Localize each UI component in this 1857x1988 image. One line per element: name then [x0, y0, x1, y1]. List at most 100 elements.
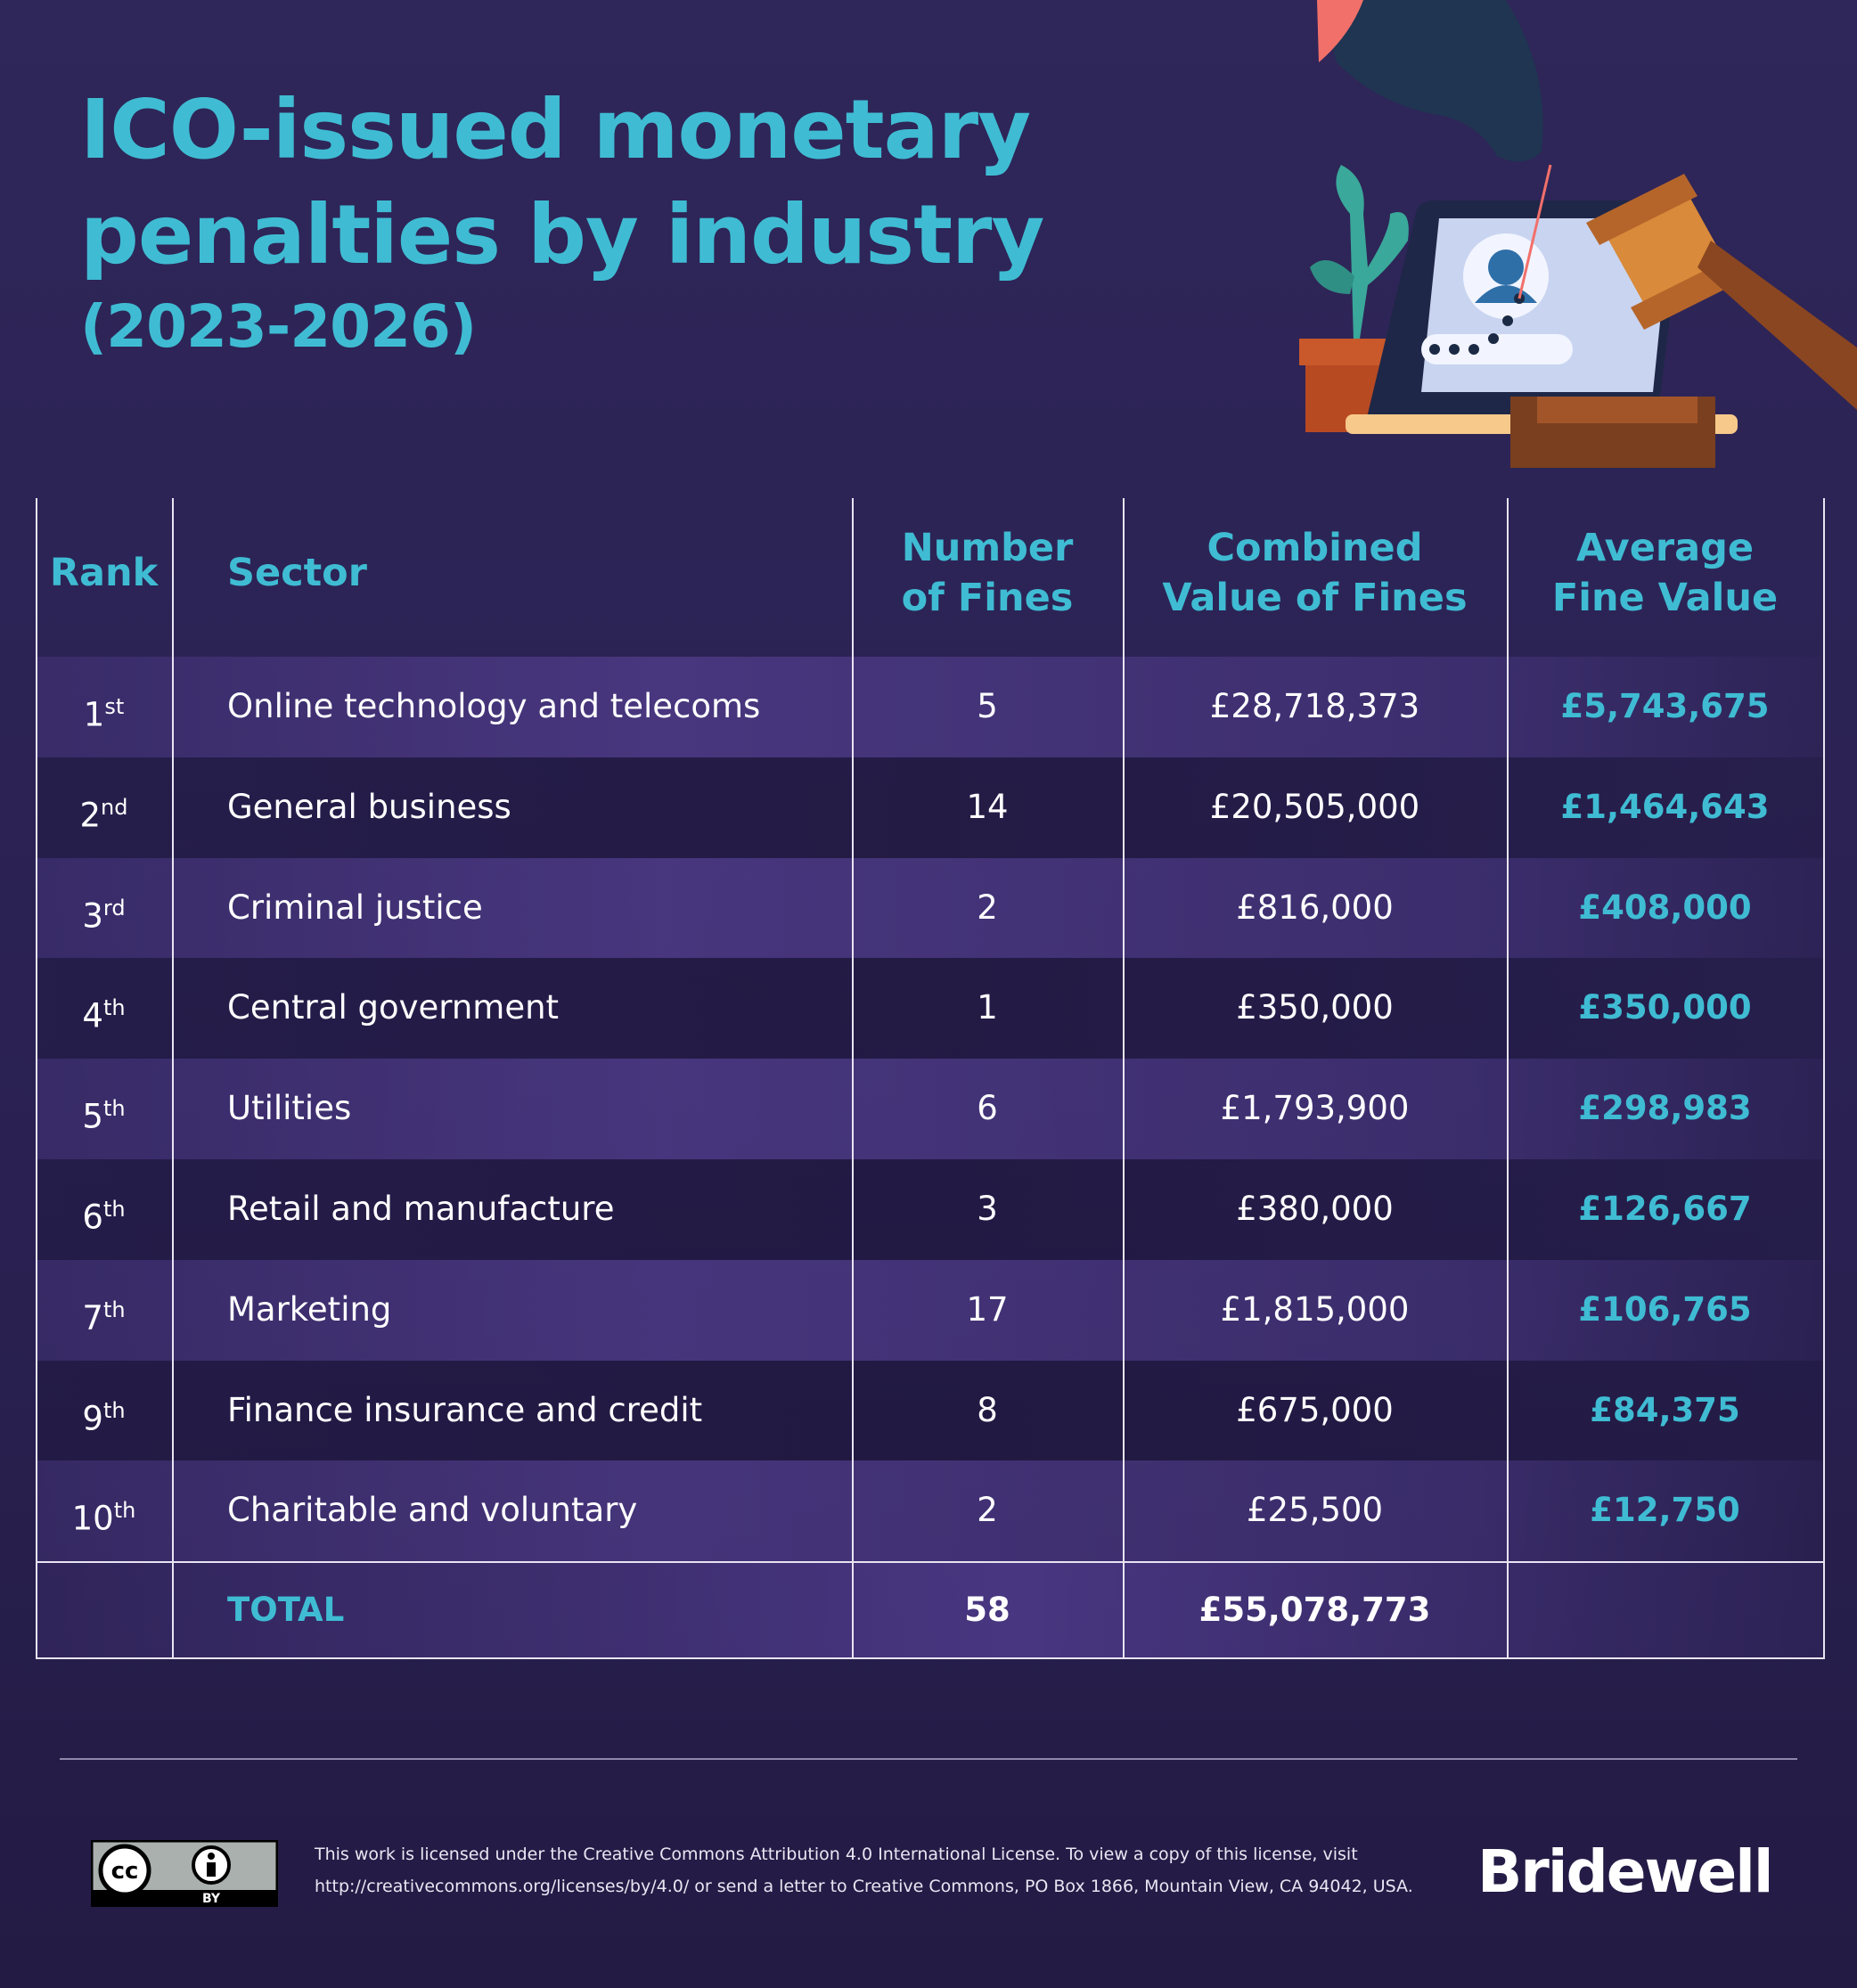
average-value: £126,667 — [1578, 1190, 1752, 1228]
rank-suffix: th — [102, 1197, 126, 1222]
column-rule — [1123, 498, 1125, 1658]
rank-cell: 9th — [36, 1361, 172, 1469]
fines-count: 17 — [966, 1289, 1009, 1329]
rank-cell: 4th — [36, 958, 172, 1067]
rank-cell: 6th — [36, 1159, 172, 1268]
rank-suffix: th — [102, 1297, 126, 1322]
rank-number: 7 — [82, 1298, 103, 1338]
combined-value: £28,718,373 — [1209, 687, 1420, 725]
header-line: Fine Value — [1551, 576, 1779, 620]
rank-suffix: th — [113, 1498, 136, 1524]
license-line: This work is licensed under the Creative… — [315, 1845, 1358, 1864]
total-rule — [36, 1561, 1825, 1563]
combined-value: £25,500 — [1246, 1491, 1383, 1530]
column-rule — [172, 498, 174, 1658]
by-label: BY — [202, 1892, 221, 1906]
bottom-rule — [36, 1657, 1825, 1659]
sector-cell: Marketing — [227, 1289, 392, 1329]
average-value: £84,375 — [1590, 1390, 1740, 1429]
header-line: Combined — [1207, 526, 1423, 570]
rank-number: 9 — [82, 1398, 103, 1437]
title-line: (2023-2026) — [80, 292, 477, 361]
row-band — [36, 958, 1825, 1059]
combined-value: £675,000 — [1236, 1390, 1394, 1429]
row-band — [36, 857, 1825, 959]
rank-number: 5 — [82, 1097, 103, 1136]
header-line: Sector — [227, 551, 367, 595]
row-band — [36, 657, 1825, 757]
rank-cell: 10th — [36, 1460, 172, 1569]
fines-count: 2 — [977, 1491, 998, 1530]
column-header: Average Fine Value — [1507, 523, 1823, 623]
rank-suffix: nd — [101, 794, 128, 820]
row-band — [36, 1360, 1825, 1461]
row-band — [36, 1259, 1825, 1361]
column-header: Combined Value of Fines — [1123, 523, 1507, 623]
sector-cell: Charitable and voluntary — [227, 1491, 638, 1530]
header-line: Average — [1575, 526, 1755, 570]
cc-badge: cc BY — [91, 1840, 278, 1907]
rank-number: 4 — [82, 996, 103, 1035]
average-value: £5,743,675 — [1560, 687, 1770, 725]
row-band — [36, 1460, 1825, 1562]
average-value: £12,750 — [1590, 1491, 1740, 1530]
rank-suffix: th — [102, 995, 126, 1021]
header-line: Number — [901, 526, 1074, 570]
rank-number: 3 — [82, 896, 103, 935]
rank-cell: 7th — [36, 1260, 172, 1369]
rank-suffix: th — [102, 1397, 126, 1423]
rank-cell: 3rd — [36, 858, 172, 967]
footer-rule — [60, 1758, 1797, 1760]
combined-value: £380,000 — [1236, 1190, 1394, 1228]
illustration — [1299, 0, 1857, 468]
rank-number: 1 — [83, 695, 105, 734]
column-rule — [36, 498, 37, 1658]
brand-logo: Bridewell — [1477, 1837, 1773, 1906]
combined-value: £1,815,000 — [1220, 1289, 1410, 1329]
rank-suffix: st — [104, 694, 125, 719]
average-value: £298,983 — [1578, 1089, 1752, 1128]
license-line: http://creativecommons.org/licenses/by/4… — [315, 1877, 1413, 1896]
rank-cell: 2nd — [36, 757, 172, 866]
fines-count: 5 — [977, 687, 998, 725]
rank-suffix: th — [102, 1096, 126, 1122]
average-value: £408,000 — [1578, 888, 1752, 927]
column-rule — [1823, 498, 1825, 1658]
rank-cell: 1st — [36, 657, 172, 765]
rank-cell: 5th — [36, 1059, 172, 1167]
average-value: £106,765 — [1578, 1289, 1752, 1329]
column-header: Rank — [36, 548, 172, 598]
combined-value: £1,793,900 — [1220, 1089, 1410, 1128]
combined-value: £20,505,000 — [1209, 787, 1420, 826]
column-rule — [1507, 498, 1509, 1658]
column-header: Sector — [172, 548, 907, 598]
header-line: Rank — [49, 551, 159, 595]
header-line: of Fines — [901, 576, 1074, 620]
combined-value: £816,000 — [1236, 888, 1394, 927]
fines-count: 1 — [977, 988, 998, 1027]
fines-count: 3 — [977, 1190, 998, 1228]
total-value: £55,078,773 — [1198, 1591, 1431, 1629]
sector-cell: Central government — [227, 988, 560, 1027]
header-line: Value of Fines — [1162, 576, 1468, 620]
title-line: ICO-issued monetary — [80, 82, 1031, 177]
rank-suffix: rd — [102, 895, 126, 920]
total-band — [36, 1561, 1825, 1658]
rank-number: 6 — [82, 1198, 103, 1237]
row-band — [36, 1059, 1825, 1159]
total-label: TOTAL — [227, 1591, 345, 1629]
title-line: penalties by industry — [80, 187, 1044, 282]
column-rule — [852, 498, 854, 1658]
row-band — [36, 757, 1825, 858]
rank-number: 2 — [79, 796, 102, 835]
sector-cell: Finance insurance and credit — [227, 1390, 703, 1429]
cc-symbol: cc — [111, 1858, 139, 1885]
row-band — [36, 1159, 1825, 1260]
average-value: £350,000 — [1578, 988, 1752, 1027]
fines-count: 6 — [977, 1089, 998, 1128]
sector-cell: Online technology and telecoms — [227, 687, 761, 725]
fines-count: 14 — [966, 787, 1009, 826]
combined-value: £350,000 — [1236, 988, 1394, 1027]
penalties-table: Rank Sector Number of Fines Combined Value of… — [36, 498, 1825, 1659]
